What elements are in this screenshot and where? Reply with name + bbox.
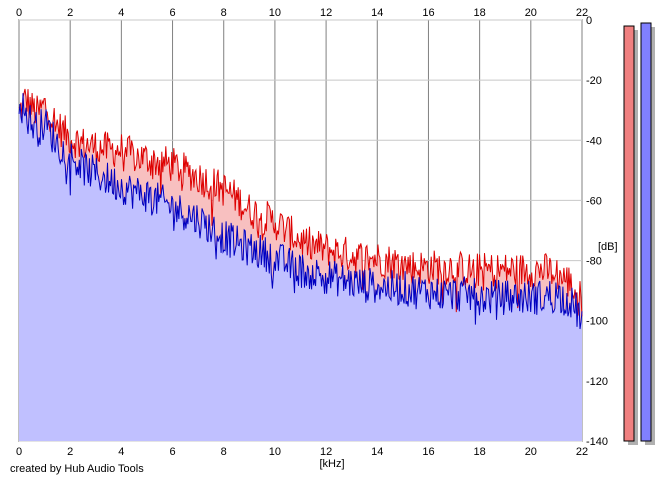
x-tick-label-top: 14 [371, 7, 383, 19]
y-tick-label: -140 [586, 436, 608, 448]
x-tick-label-bottom: 12 [320, 446, 332, 458]
credit-text: created by Hub Audio Tools [10, 463, 144, 475]
x-tick-label-top: 16 [422, 7, 434, 19]
x-tick-label-bottom: 4 [118, 446, 124, 458]
x-tick-label-top: 12 [320, 7, 332, 19]
x-tick-label-bottom: 6 [169, 446, 175, 458]
y-axis-label: [dB] [598, 241, 618, 253]
left-level-meter [623, 25, 635, 442]
x-axis-label: [kHz] [319, 458, 344, 470]
x-tick-label-bottom: 22 [576, 446, 588, 458]
axis-labels: 002244668810101212141416161818202022220-… [16, 7, 608, 458]
x-tick-label-top: 20 [525, 7, 537, 19]
x-tick-label-bottom: 18 [474, 446, 486, 458]
x-tick-label-top: 22 [576, 7, 588, 19]
y-tick-label: -60 [586, 195, 602, 207]
right-level-meter [640, 22, 652, 442]
x-tick-label-top: 10 [269, 7, 281, 19]
y-tick-label: -100 [586, 316, 608, 328]
y-tick-label: -80 [586, 256, 602, 268]
left-channel-line [18, 88, 583, 317]
x-tick-label-top: 4 [118, 7, 124, 19]
level-meters [623, 22, 655, 446]
series-layer [18, 88, 583, 441]
x-tick-label-bottom: 10 [269, 446, 281, 458]
y-tick-label: -40 [586, 135, 602, 147]
x-tick-label-bottom: 20 [525, 446, 537, 458]
y-tick-label: -20 [586, 75, 602, 87]
x-tick-label-bottom: 8 [221, 446, 227, 458]
y-tick-label: 0 [586, 15, 592, 27]
x-tick-label-bottom: 0 [16, 446, 22, 458]
y-tick-label: -120 [586, 376, 608, 388]
x-tick-label-top: 8 [221, 7, 227, 19]
x-tick-label-bottom: 14 [371, 446, 383, 458]
x-tick-label-bottom: 16 [422, 446, 434, 458]
x-tick-label-top: 0 [16, 7, 22, 19]
x-tick-label-top: 18 [474, 7, 486, 19]
x-tick-label-top: 2 [67, 7, 73, 19]
x-tick-label-bottom: 2 [67, 446, 73, 458]
right-channel-line [18, 93, 583, 330]
x-tick-label-top: 6 [169, 7, 175, 19]
